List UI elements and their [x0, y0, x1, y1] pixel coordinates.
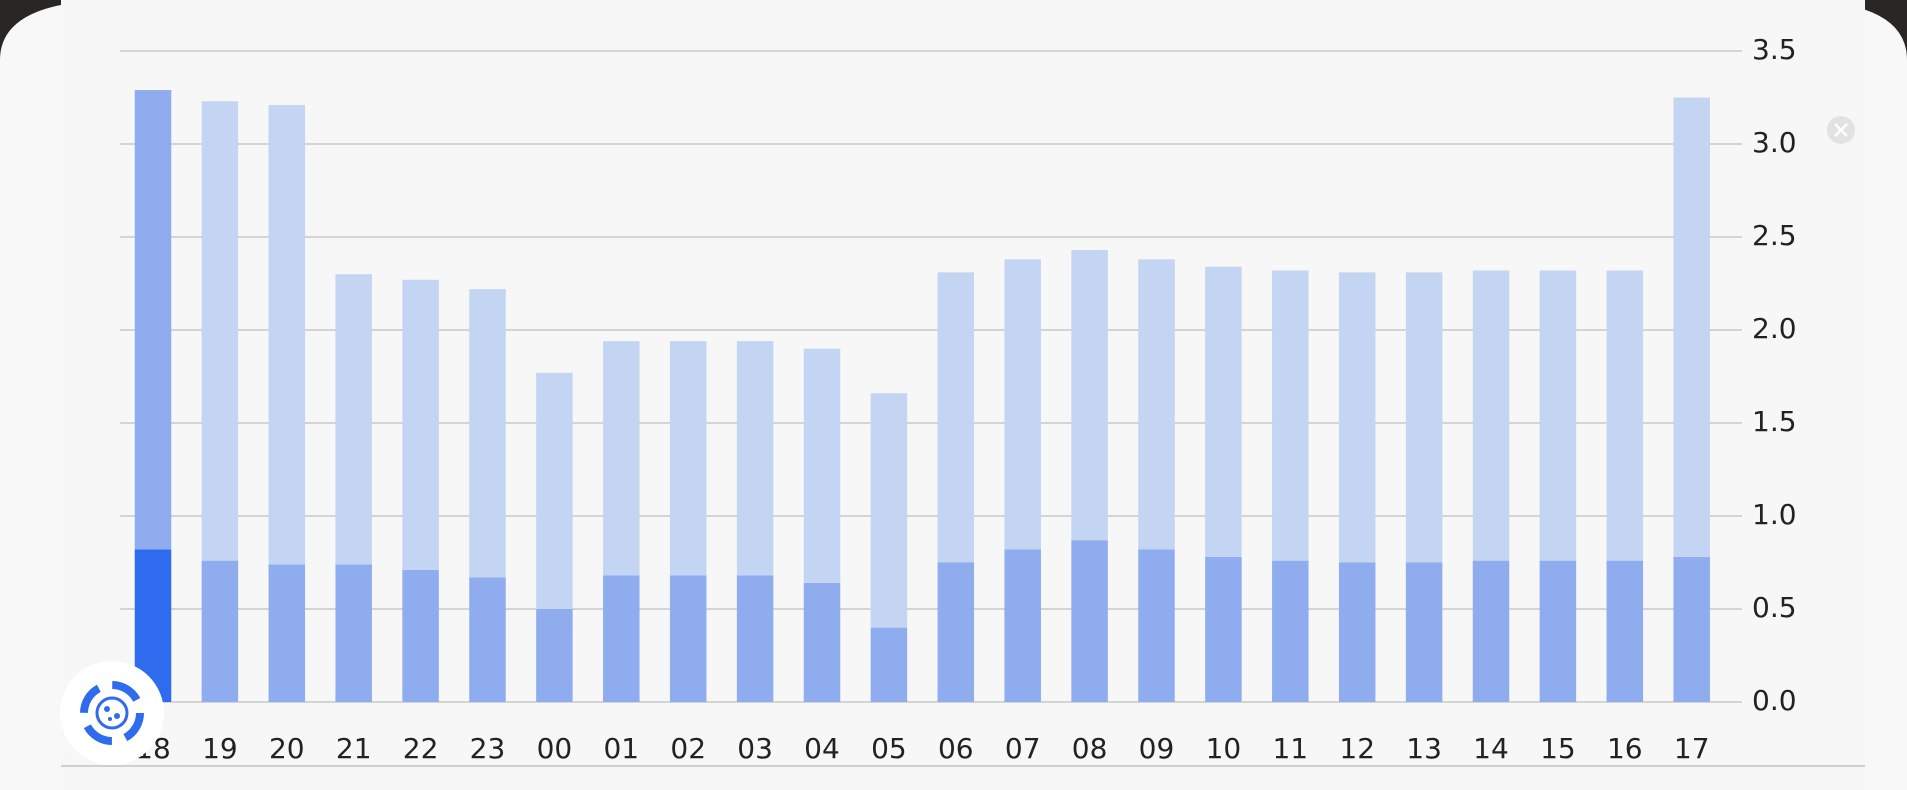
x-tick-label: 05 — [871, 732, 907, 765]
x-tick-label: 13 — [1406, 732, 1442, 765]
button-dot — [104, 706, 110, 712]
y-tick-label: 1.5 — [1752, 405, 1797, 438]
x-tick-label: 00 — [537, 732, 573, 765]
bar-segment — [469, 577, 506, 702]
bar-segment — [469, 289, 506, 578]
x-tick-label: 01 — [603, 732, 639, 765]
bar-segment — [402, 569, 439, 702]
bar-segment — [1405, 562, 1443, 702]
bar-segment — [1138, 549, 1175, 702]
bar-segment — [536, 372, 573, 609]
button-core — [95, 696, 129, 730]
bar-segment — [669, 575, 707, 702]
bar-segment — [603, 575, 640, 702]
bar-segment — [870, 393, 908, 628]
bar-segment — [1673, 556, 1710, 702]
y-tick-label: 3.5 — [1752, 33, 1797, 66]
y-tick-label: 1.0 — [1752, 498, 1797, 531]
x-tick-label: 21 — [336, 732, 372, 765]
y-tick-label: 0.0 — [1752, 684, 1797, 717]
x-tick-label: 23 — [470, 732, 506, 765]
bar-segment — [1472, 270, 1510, 561]
bar-segment — [1004, 549, 1041, 702]
bar-segment — [1272, 270, 1309, 561]
bar-segment — [669, 341, 707, 576]
bar-segment — [335, 274, 372, 565]
x-tick-label: 20 — [269, 732, 305, 765]
bar-segment — [268, 564, 306, 702]
bar-segment — [201, 101, 239, 561]
button-dot — [114, 713, 120, 719]
bar-segment — [335, 564, 372, 702]
bar-segment — [937, 272, 975, 563]
x-tick-label: 09 — [1139, 732, 1175, 765]
bar-segment — [1606, 560, 1644, 702]
bar-segment — [803, 582, 841, 702]
button-ring — [80, 681, 144, 745]
x-tick-label: 07 — [1005, 732, 1041, 765]
bar-segment — [803, 348, 841, 583]
bar-segment — [1673, 97, 1710, 557]
bar-segment — [201, 560, 239, 702]
x-tick-label: 06 — [938, 732, 974, 765]
bar-segment — [937, 562, 975, 702]
x-tick-label: 17 — [1674, 732, 1710, 765]
plot: 0.00.51.01.52.02.53.03.518 19 20 21 22 23 00 01… — [120, 33, 1797, 765]
bar-segment — [603, 341, 640, 576]
x-tick-label: 02 — [670, 732, 706, 765]
bar-segment — [402, 279, 439, 570]
bar-segment — [1138, 259, 1175, 550]
bar-segment — [870, 627, 908, 702]
bar-segment — [1338, 562, 1376, 702]
bar-segment — [1205, 266, 1242, 557]
x-tick-label: 08 — [1072, 732, 1108, 765]
y-tick-label: 2.5 — [1752, 219, 1797, 252]
bar-segment — [1338, 272, 1376, 563]
assistant-button[interactable] — [60, 661, 164, 765]
x-tick-label: 12 — [1339, 732, 1375, 765]
bar-segment — [1539, 270, 1577, 561]
bar-segment — [1004, 259, 1041, 550]
bar-segment — [1071, 540, 1108, 702]
bar-segment — [1405, 272, 1443, 563]
bar-segment — [1472, 560, 1510, 702]
bar-segment — [736, 341, 774, 576]
x-tick-label: 03 — [737, 732, 773, 765]
x-tick-label: 19 — [202, 732, 238, 765]
bar-segment — [134, 90, 172, 550]
close-icon — [1834, 123, 1848, 137]
bar-segment — [1272, 560, 1309, 702]
bar-segment — [736, 575, 774, 702]
x-tick-label: 14 — [1473, 732, 1509, 765]
button-dot — [108, 717, 112, 721]
bar-segment — [1071, 250, 1108, 541]
bar-segment — [268, 104, 306, 565]
x-tick-label: 22 — [403, 732, 439, 765]
x-tick-label: 11 — [1272, 732, 1308, 765]
bar-segment — [536, 609, 573, 702]
y-tick-label: 3.0 — [1752, 126, 1797, 159]
x-tick-label: 10 — [1206, 732, 1242, 765]
bar-segment — [1606, 270, 1644, 561]
bar-segment — [1539, 560, 1577, 702]
y-tick-label: 2.0 — [1752, 312, 1797, 345]
x-tick-label: 16 — [1607, 732, 1643, 765]
y-tick-label: 0.5 — [1752, 591, 1797, 624]
bar-segment — [1205, 556, 1242, 702]
x-tick-label: 15 — [1540, 732, 1576, 765]
x-tick-label: 04 — [804, 732, 840, 765]
